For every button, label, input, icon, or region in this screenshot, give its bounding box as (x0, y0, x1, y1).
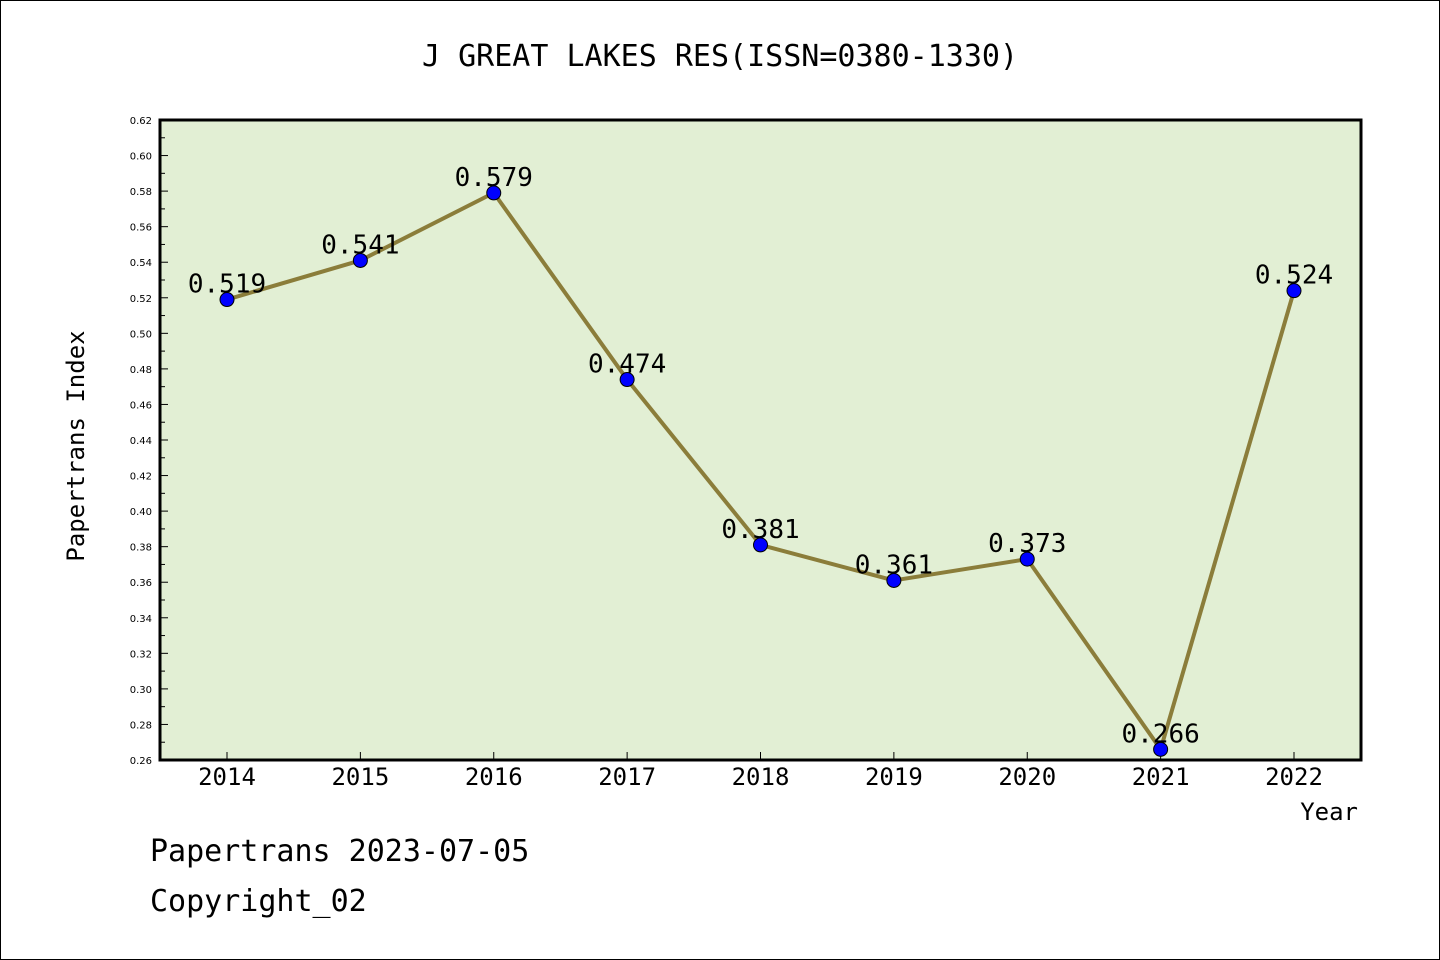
y-axis: 0.26 0.28 0.30 0.32 0.34 0.36 0.38 0.40 0.42 0.44… (130, 116, 168, 767)
data-point (219, 292, 235, 308)
x-axis-label: Year (1300, 798, 1358, 826)
footer-date: Papertrans 2023-07-05 (150, 834, 530, 869)
x-tick-label: 2016 (465, 763, 523, 791)
y-tick-label: 0.28 (130, 720, 152, 731)
x-axis: 2014 2015 2016 2017 2018 2019 2020 2021 2022 (198, 752, 1323, 791)
data-points (219, 185, 1302, 757)
y-tick-label: 0.38 (130, 543, 152, 554)
y-tick-label: 0.48 (130, 365, 152, 376)
y-tick-label: 0.32 (130, 649, 152, 660)
y-tick-label: 0.54 (130, 258, 152, 269)
y-tick-label: 0.40 (130, 507, 152, 518)
x-tick-label: 2017 (598, 763, 656, 791)
y-tick-label: 0.42 (130, 472, 152, 483)
data-label: 0.373 (988, 529, 1066, 559)
y-tick-label: 0.30 (130, 685, 152, 696)
y-tick-label: 0.34 (130, 614, 152, 625)
data-point (619, 372, 635, 388)
data-label: 0.519 (188, 270, 266, 300)
y-tick-label: 0.36 (130, 578, 152, 589)
chart-title: J GREAT LAKES RES(ISSN=0380-1330) (422, 39, 1018, 74)
plot-area (158, 118, 1363, 762)
y-tick-label: 0.62 (130, 116, 152, 127)
y-tick-label: 0.52 (130, 294, 152, 305)
x-tick-label: 2019 (865, 763, 923, 791)
data-point (1286, 283, 1302, 299)
y-tick-label: 0.60 (130, 152, 152, 163)
data-label: 0.474 (588, 350, 666, 380)
x-tick-label: 2022 (1265, 763, 1323, 791)
data-label: 0.579 (455, 163, 533, 193)
data-label: 0.361 (855, 550, 933, 580)
y-tick-label: 0.50 (130, 329, 152, 340)
footer-copyright: Copyright_02 (150, 884, 367, 919)
x-tick-label: 2018 (732, 763, 790, 791)
y-tick-label: 0.46 (130, 400, 152, 411)
data-label: 0.381 (721, 515, 799, 545)
data-point (486, 185, 502, 201)
data-label: 0.541 (321, 230, 399, 260)
data-point (352, 252, 368, 268)
data-point (1153, 741, 1169, 757)
data-labels: 0.519 0.541 0.579 0.474 0.381 0.361 0.373 0.266… (188, 163, 1333, 749)
x-tick-label: 2021 (1132, 763, 1190, 791)
data-point (1019, 551, 1035, 567)
data-label: 0.266 (1121, 719, 1199, 749)
x-tick-label: 2020 (998, 763, 1056, 791)
y-tick-label: 0.44 (130, 436, 152, 447)
x-tick-label: 2014 (198, 763, 256, 791)
y-tick-label: 0.58 (130, 187, 152, 198)
y-axis-label: Papertrans Index (62, 330, 90, 561)
y-tick-label: 0.26 (130, 756, 152, 767)
data-point (753, 537, 768, 553)
y-tick-label: 0.56 (130, 223, 152, 234)
data-label: 0.524 (1255, 261, 1333, 291)
x-tick-label: 2015 (331, 763, 389, 791)
data-point (886, 572, 902, 588)
